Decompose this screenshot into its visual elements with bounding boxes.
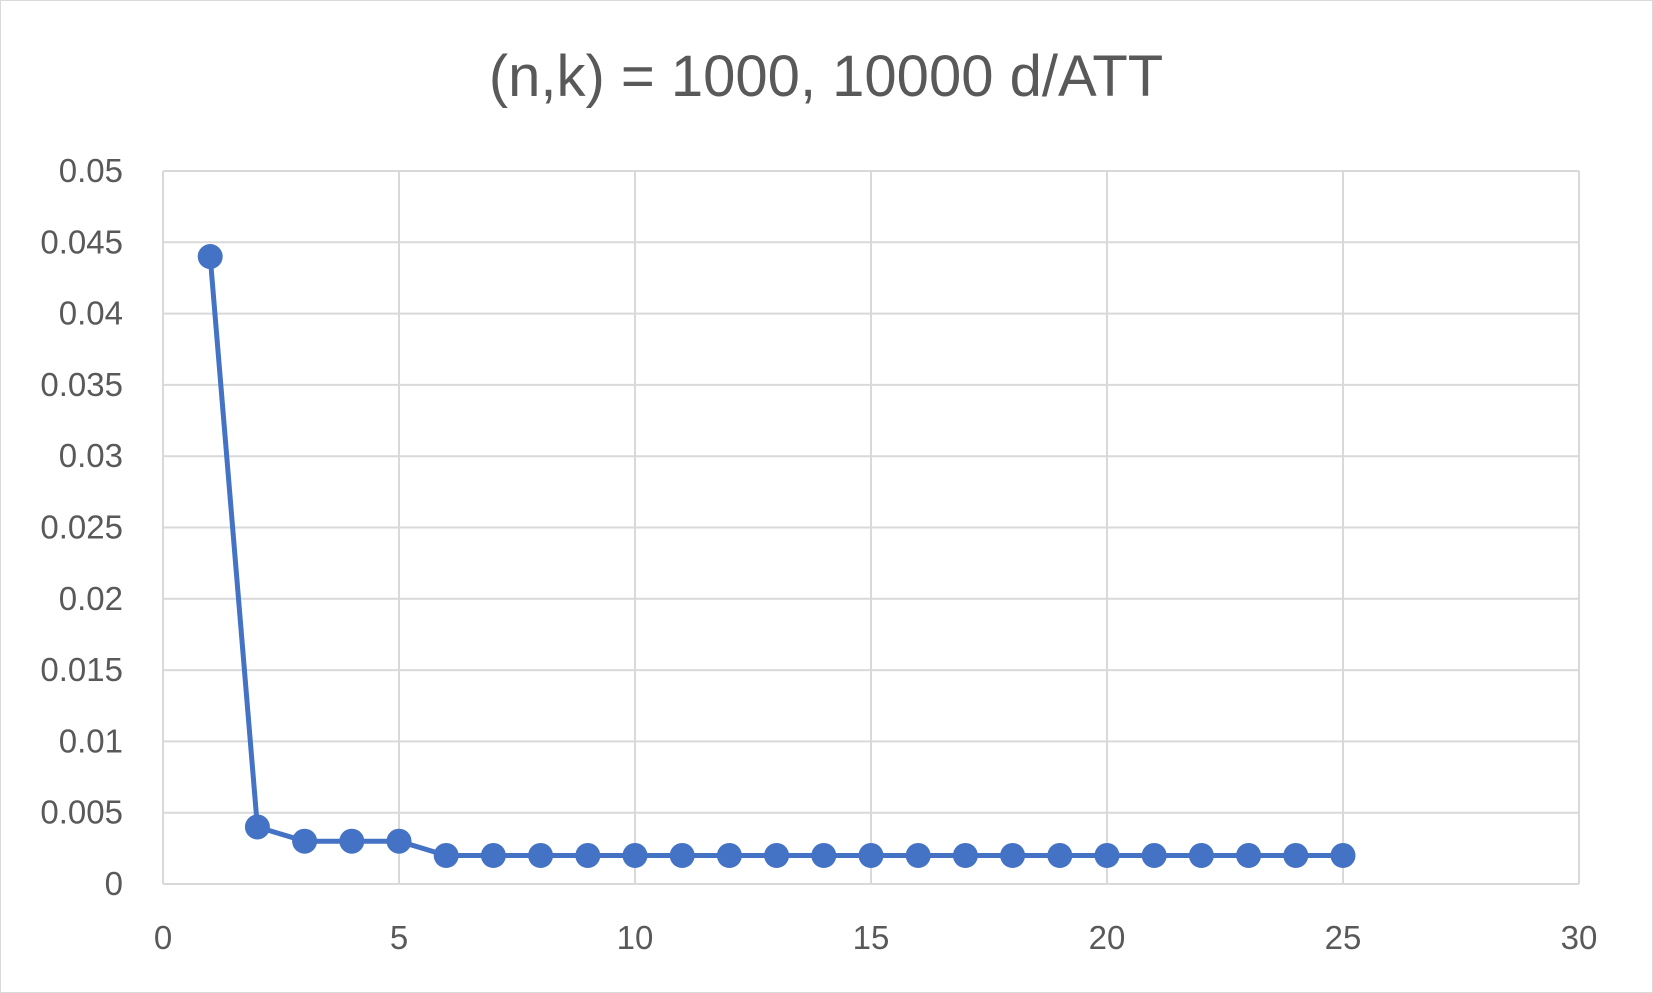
data-point [480,842,506,868]
data-point [1236,842,1262,868]
data-point [1047,842,1073,868]
x-tick-label: 30 [1561,919,1598,956]
data-point [622,842,648,868]
y-tick-label: 0.025 [40,509,123,546]
data-point [1283,842,1309,868]
data-point [1000,842,1026,868]
data-point [1188,842,1214,868]
y-tick-label: 0.02 [59,580,123,617]
data-point [339,828,365,854]
data-point [1330,842,1356,868]
x-tick-label: 15 [853,919,890,956]
series-layer [197,244,1356,868]
grid-layer [162,170,1580,885]
data-point [952,842,978,868]
y-tick-label: 0.05 [59,152,123,189]
data-point [244,814,270,840]
y-tick-label: 0.035 [40,366,123,403]
y-tick-label: 0.015 [40,651,123,688]
chart-title: (n,k) = 1000, 10000 d/ATT [489,44,1163,109]
data-point [716,842,742,868]
y-tick-label: 0.005 [40,794,123,831]
data-point [528,842,554,868]
data-point [386,828,412,854]
y-tick-label: 0.04 [59,295,123,332]
x-tick-label: 0 [154,919,172,956]
data-point [905,842,931,868]
data-point [1141,842,1167,868]
x-tick-label: 10 [617,919,654,956]
y-tick-label: 0 [105,865,123,902]
y-tick-label: 0.01 [59,722,123,759]
data-point [811,842,837,868]
x-axis-ticks: 0 5 10 15 20 25 30 [154,919,1598,956]
y-axis-ticks: 0 0.005 0.01 0.015 0.02 0.025 0.03 0.035 0.04 0.0… [40,152,123,902]
x-tick-label: 5 [390,919,408,956]
data-point [669,842,695,868]
x-tick-label: 20 [1089,919,1126,956]
data-point [575,842,601,868]
data-point [1094,842,1120,868]
series-line [207,256,1343,858]
y-tick-label: 0.03 [59,437,123,474]
data-point [292,828,318,854]
data-point [433,842,459,868]
data-point [858,842,884,868]
data-point [764,842,790,868]
x-tick-label: 25 [1325,919,1362,956]
data-point [197,244,223,270]
y-tick-label: 0.045 [40,223,123,260]
